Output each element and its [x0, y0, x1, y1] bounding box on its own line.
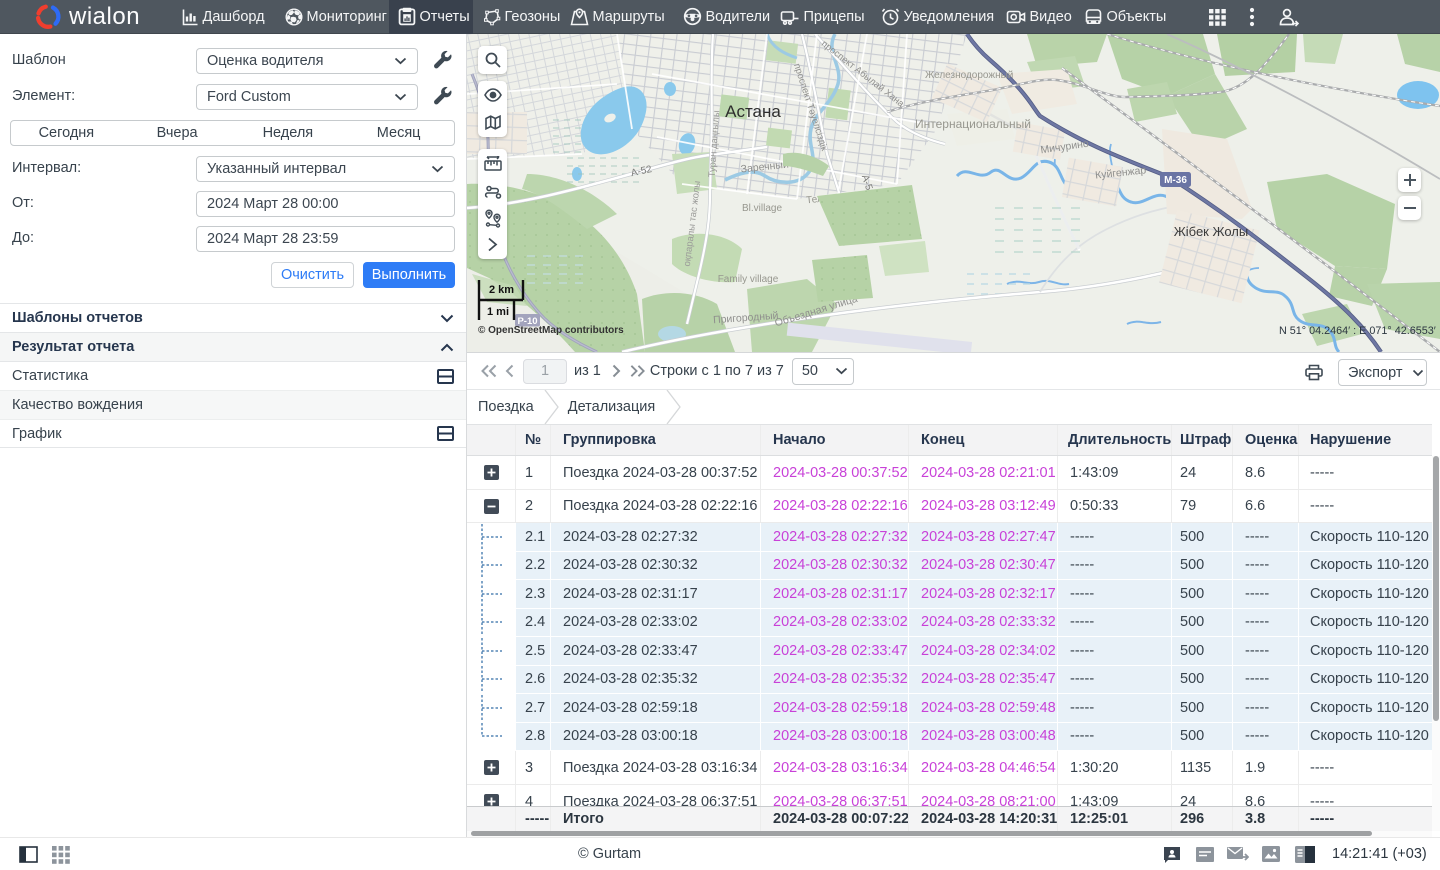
svg-text:Астана: Астана	[725, 102, 781, 121]
svg-text:Интернациональный: Интернациональный	[915, 117, 1031, 131]
svg-text:Р-10: Р-10	[517, 316, 537, 327]
svg-text:Bl.village: Bl.village	[742, 203, 782, 214]
svg-text:А-52: А-52	[630, 164, 653, 179]
svg-text:Железнодорожный: Железнодорожный	[925, 70, 1013, 81]
svg-text:Куйгенжар: Куйгенжар	[1095, 164, 1147, 181]
svg-text:Family village: Family village	[718, 274, 779, 285]
svg-text:Заречный: Заречный	[740, 159, 789, 176]
svg-text:Пригородный: Пригородный	[713, 310, 779, 327]
svg-text:М-36: М-36	[1164, 175, 1187, 186]
svg-text:Туран даңғылы: Туран даңғылы	[707, 110, 723, 178]
svg-text:Жібек Жолы: Жібек Жолы	[1174, 224, 1248, 239]
